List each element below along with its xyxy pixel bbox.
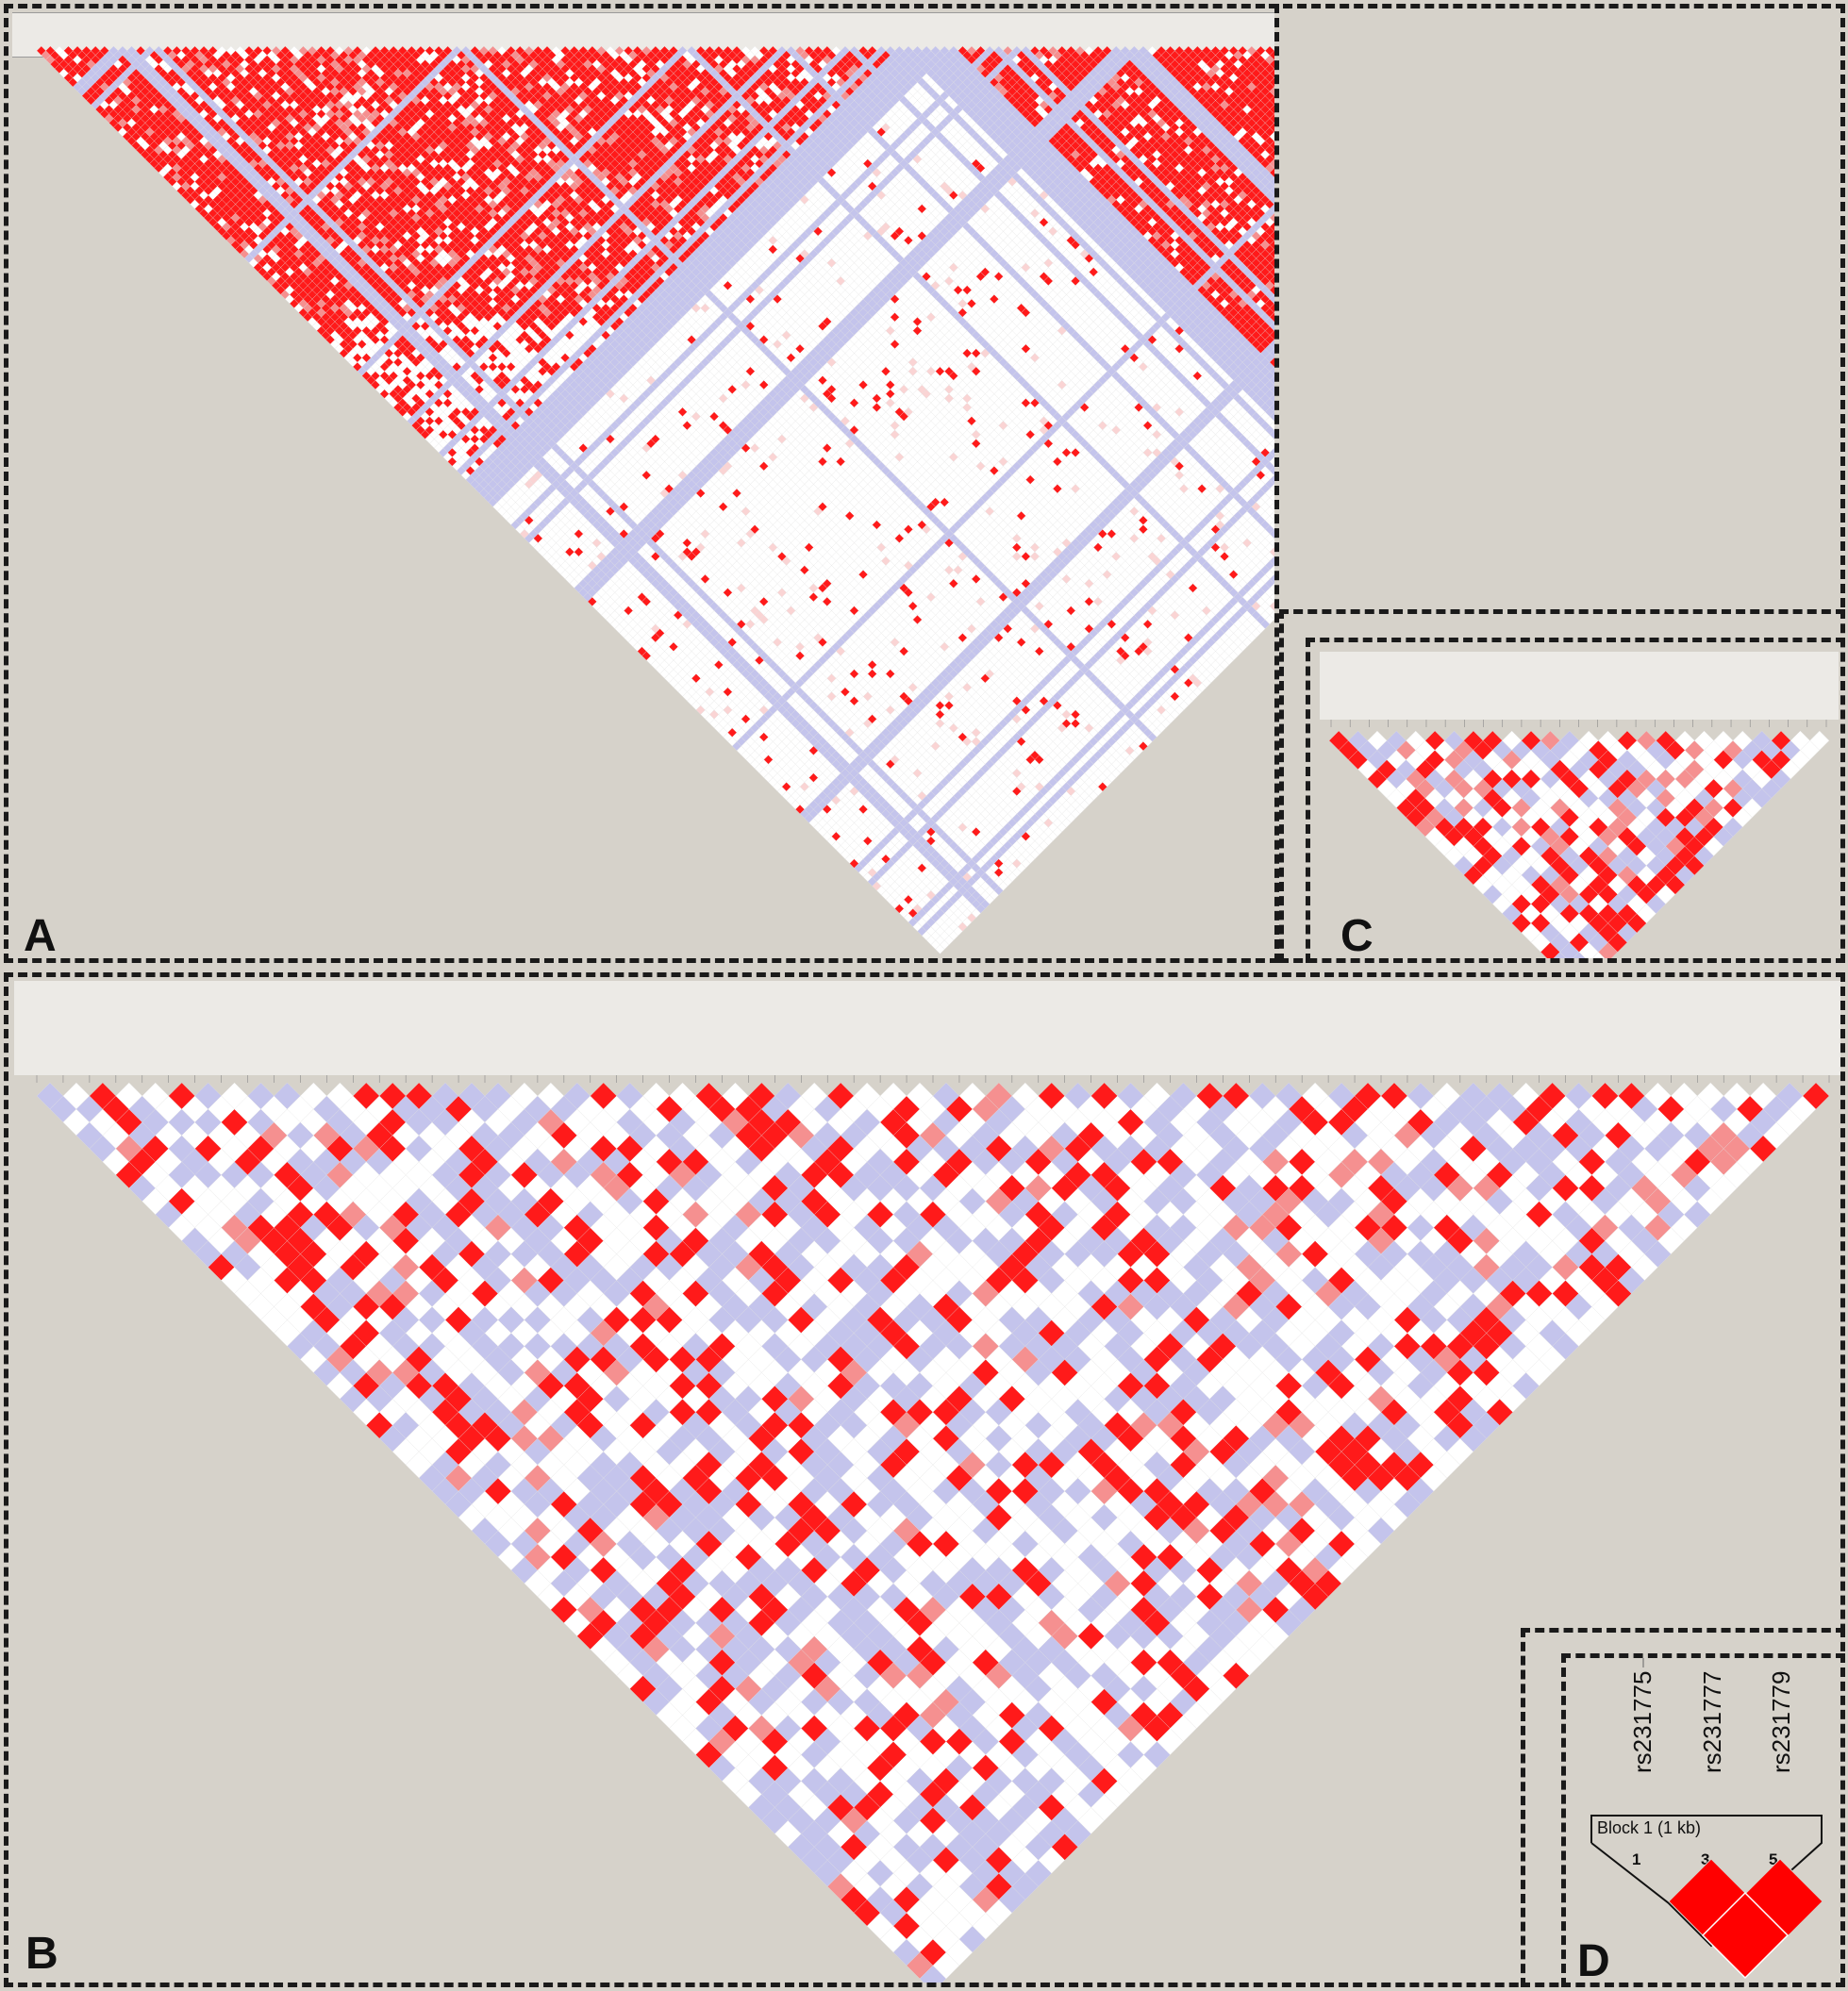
- panel-a-ld-heatmap: [36, 45, 1274, 954]
- panel-a: A: [4, 4, 1279, 963]
